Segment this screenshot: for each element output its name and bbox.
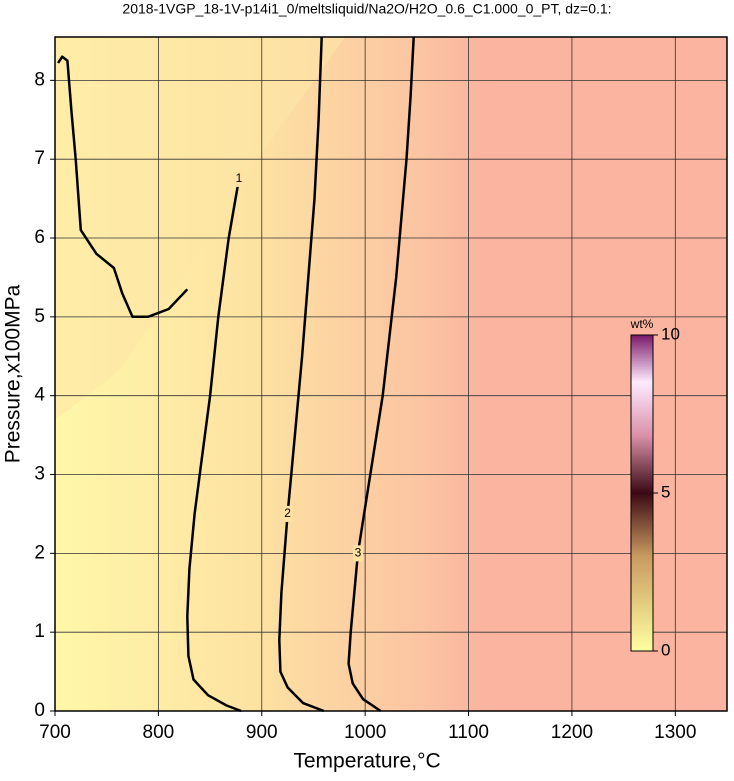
contour-label-bg [282,505,293,522]
y-tick-label: 7 [34,148,45,169]
y-tick-label: 3 [34,464,45,485]
y-tick-label: 2 [34,542,45,563]
y-tick-label: 0 [34,700,45,721]
colorbar-tick-label: 5 [661,482,670,501]
contour-label: 2 [284,506,291,520]
contour-label-bg [352,545,363,562]
contour-line [347,36,415,713]
x-tick-label: 1200 [551,722,593,743]
colorbar-tick-label: 10 [661,324,680,343]
y-tick-label: 4 [34,385,45,406]
x-tick-label: 1000 [344,722,386,743]
colorbar-tick-label: 0 [661,640,670,659]
x-axis-label: Temperature,°C [293,750,440,773]
contour-label-bg [234,170,245,187]
contour-line [57,55,242,713]
x-tick-label: 1300 [654,722,696,743]
phase-region [55,37,345,420]
x-tick-label: 800 [143,722,175,743]
y-tick-label: 6 [34,227,45,248]
plot-frame [54,36,728,712]
colorbar [630,334,654,652]
y-tick-label: 5 [34,306,45,327]
x-tick-label: 700 [39,722,71,743]
chart-title: 2018-1VGP_18-1V-p14i1_0/meltsliquid/Na2O… [122,1,611,17]
y-axis-label: Pressure,x100MPa [2,284,25,463]
x-tick-label: 900 [246,722,278,743]
x-tick-label: 1100 [448,722,489,743]
contour-label: 3 [355,546,362,560]
y-tick-label: 8 [34,69,45,90]
contour-label: 1 [236,171,243,185]
y-tick-label: 1 [34,621,45,642]
colorbar-label: wt% [630,317,654,331]
